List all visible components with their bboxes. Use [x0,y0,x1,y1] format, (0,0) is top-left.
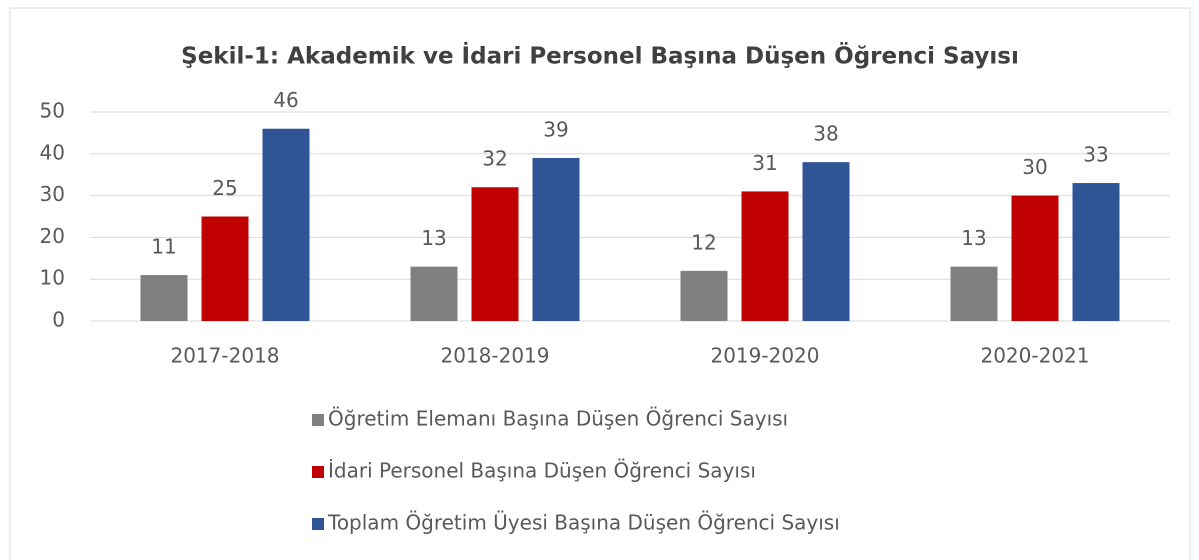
y-tick-label: 0 [52,308,65,332]
bar [532,157,580,321]
bar [201,216,249,321]
x-tick-label: 2018-2019 [440,344,549,368]
data-label: 38 [813,122,838,146]
data-label: 39 [543,117,568,141]
bar [1072,183,1120,321]
chart-title: Şekil-1: Akademik ve İdari Personel Başı… [181,42,1019,70]
data-label: 13 [421,226,446,250]
bar [471,187,519,321]
y-tick-label: 50 [40,99,65,123]
bar [410,266,458,321]
y-tick-label: 30 [40,182,65,206]
legend-swatch [312,518,324,530]
legend-swatch [312,466,324,478]
data-label: 32 [482,147,507,171]
data-label: 25 [212,176,237,200]
data-label: 31 [752,151,777,175]
bar [140,275,188,321]
data-label: 13 [961,226,986,250]
bar [741,191,789,321]
bar [802,162,850,321]
data-label: 12 [691,230,716,254]
data-label: 33 [1083,143,1108,167]
y-tick-label: 10 [40,266,65,290]
bar [1011,195,1059,321]
legend-label: Toplam Öğretim Üyesi Başına Düşen Öğrenc… [327,511,840,535]
bar [680,270,728,321]
y-tick-label: 40 [40,140,65,164]
x-tick-label: 2019-2020 [710,344,819,368]
legend-swatch [312,414,324,426]
legend-label: Öğretim Elemanı Başına Düşen Öğrenci Say… [328,407,788,431]
bar [262,128,310,321]
y-tick-label: 20 [40,224,65,248]
data-label: 30 [1022,155,1047,179]
legend-label: İdari Personel Başına Düşen Öğrenci Sayı… [328,459,756,483]
data-label: 11 [151,235,176,259]
x-tick-label: 2020-2021 [980,344,1089,368]
x-tick-label: 2017-2018 [170,344,279,368]
bar [950,266,998,321]
data-label: 46 [273,88,298,112]
